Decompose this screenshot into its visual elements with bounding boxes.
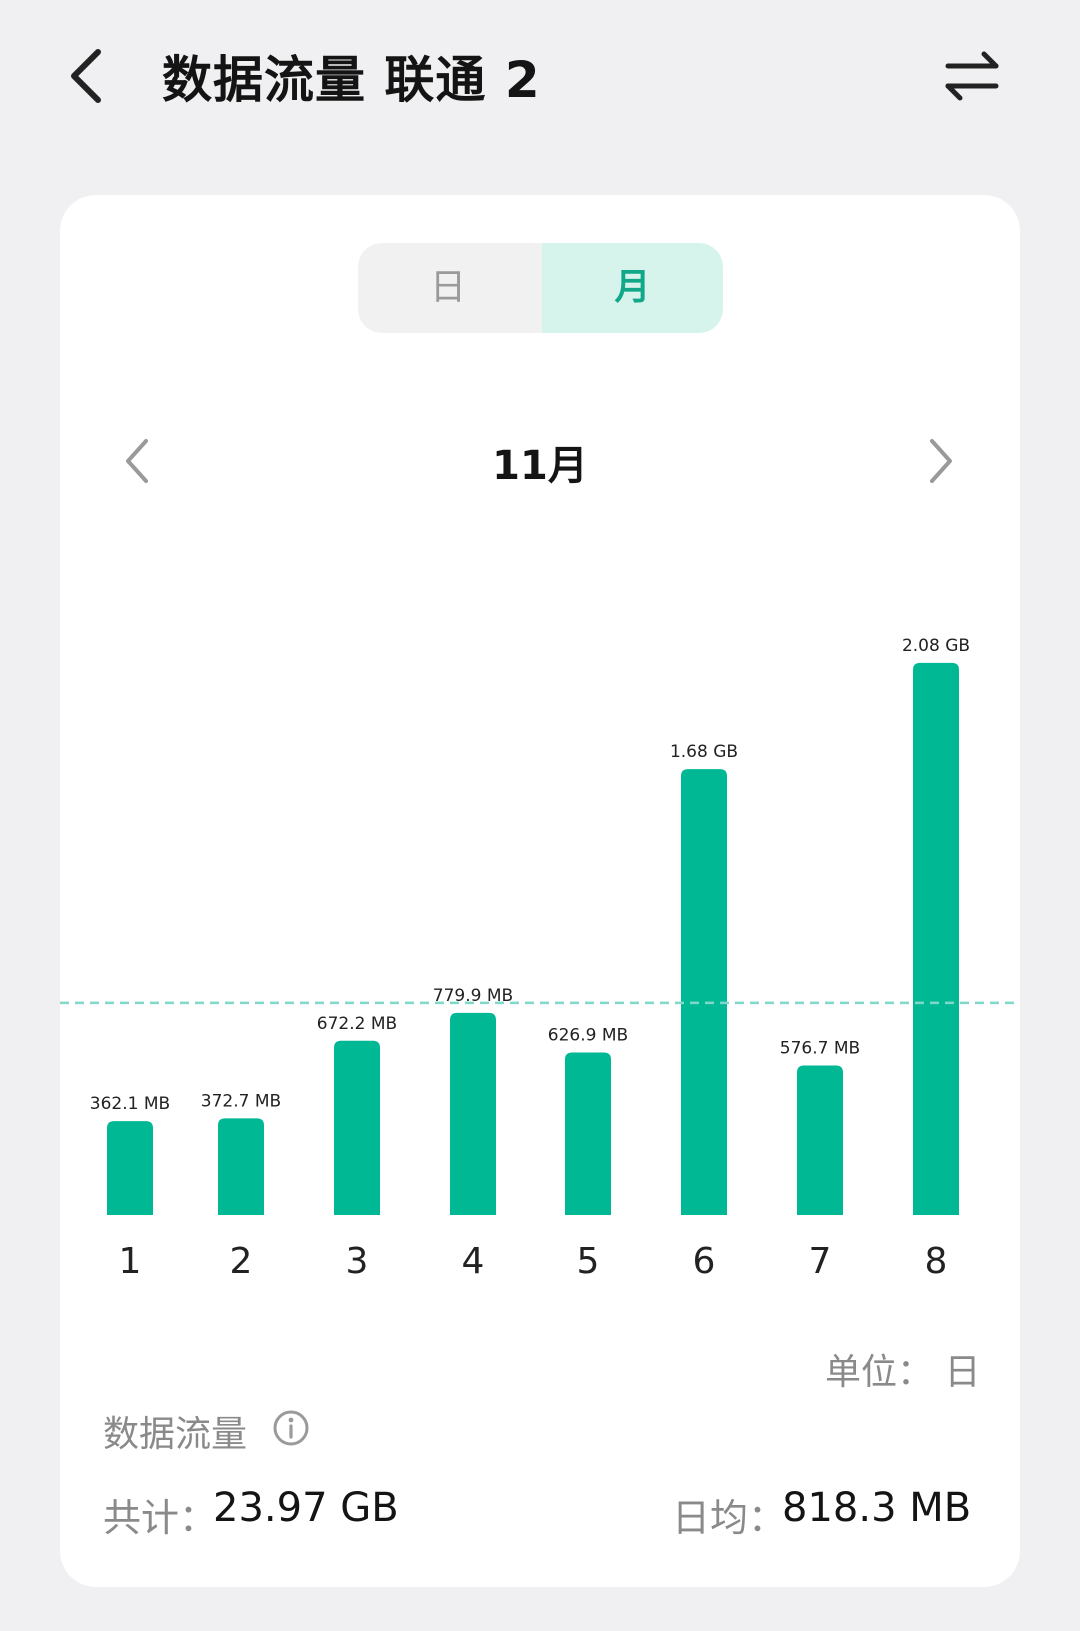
x-tick-label: 3 xyxy=(346,1241,369,1282)
bar-value-label: 672.2 MB xyxy=(317,1014,397,1034)
usage-card: 日 月 11月 362.1 MB 1 372.7 MB 2 672.2 MB 3 779.9… xyxy=(60,195,1020,1587)
bar-value-label: 576.7 MB xyxy=(780,1039,860,1059)
chart-bar[interactable] xyxy=(218,1118,264,1215)
x-tick-label: 5 xyxy=(577,1241,600,1282)
data-usage-title: 数据流量 xyxy=(103,1414,248,1455)
chart-bar[interactable] xyxy=(681,769,727,1215)
period-segmented-control: 日 月 xyxy=(358,243,723,333)
header: 数据流量 联通 2 xyxy=(0,0,1080,160)
swap-sim-button[interactable] xyxy=(944,48,1000,104)
previous-month-button[interactable] xyxy=(118,433,158,489)
bar-value-label: 372.7 MB xyxy=(201,1091,281,1111)
chevron-right-icon xyxy=(930,439,952,483)
next-month-button[interactable] xyxy=(920,433,960,489)
usage-bar-chart: 362.1 MB 1 372.7 MB 2 672.2 MB 3 779.9 MB 4 626.… xyxy=(60,636,1020,1282)
x-tick-label: 8 xyxy=(925,1241,948,1282)
back-button[interactable] xyxy=(62,44,122,108)
chart-bar[interactable] xyxy=(913,662,959,1215)
bar-value-label: 1.68 GB xyxy=(670,742,738,762)
bar-value-label: 2.08 GB xyxy=(902,636,970,656)
chevron-left-icon xyxy=(126,439,148,483)
bar-value-label: 779.9 MB xyxy=(433,986,513,1006)
info-button[interactable] xyxy=(272,1409,310,1447)
daily-average-value: 818.3 MB xyxy=(782,1485,972,1531)
x-tick-label: 4 xyxy=(462,1241,485,1282)
chart-bar[interactable] xyxy=(450,1012,496,1215)
chevron-left-icon xyxy=(71,49,101,103)
segment-month[interactable]: 月 xyxy=(542,243,723,333)
daily-average-label: 日均： xyxy=(672,1496,787,1540)
segment-day[interactable]: 日 xyxy=(429,267,466,308)
chart-bar[interactable] xyxy=(797,1065,843,1215)
x-tick-label: 7 xyxy=(809,1241,832,1282)
bar-value-label: 626.9 MB xyxy=(548,1026,628,1046)
x-tick-label: 2 xyxy=(230,1241,253,1282)
month-label: 11月 xyxy=(492,443,588,489)
total-label: 共计： xyxy=(103,1496,218,1540)
chart-bar[interactable] xyxy=(565,1052,611,1215)
chart-bar[interactable] xyxy=(107,1121,153,1215)
x-tick-label: 1 xyxy=(119,1241,142,1282)
page-title: 数据流量 联通 2 xyxy=(162,51,541,109)
x-tick-label: 6 xyxy=(693,1241,716,1282)
info-circle-icon xyxy=(273,1410,309,1446)
bar-value-label: 362.1 MB xyxy=(90,1094,170,1114)
unit-label: 单位： 日 xyxy=(825,1352,981,1393)
chart-bar[interactable] xyxy=(334,1040,380,1215)
swap-arrows-icon xyxy=(945,51,999,101)
total-value: 23.97 GB xyxy=(213,1485,399,1531)
